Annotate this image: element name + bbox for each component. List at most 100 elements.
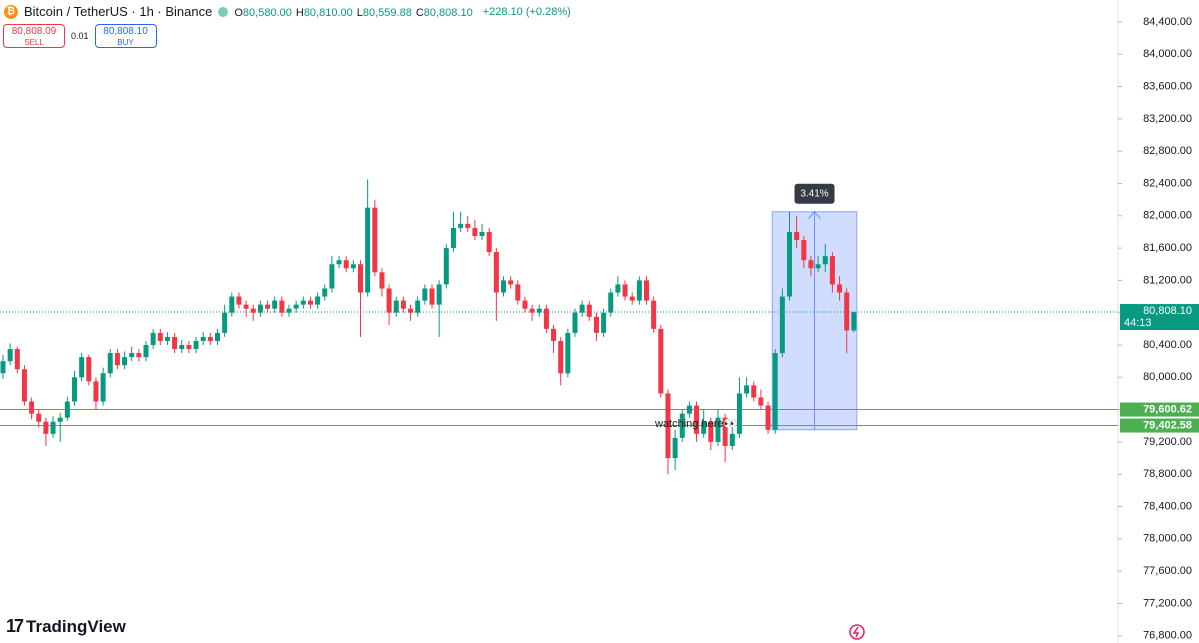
candle-body (651, 300, 657, 329)
candle-body (150, 332, 156, 346)
candle-body (200, 336, 206, 341)
candle-body (107, 353, 113, 374)
icon-bolt (852, 626, 860, 638)
level-label: 79,402.58 (1143, 419, 1192, 431)
candle-body (686, 405, 692, 414)
candle-body (694, 405, 700, 434)
candle-body (572, 312, 578, 333)
candle-body (579, 304, 585, 313)
candle-body (758, 397, 764, 406)
symbol: Bitcoin / TetherUS · 1h · Binance (24, 4, 213, 19)
candle-body (14, 349, 20, 370)
candle-body (450, 227, 456, 249)
level-label: 79,600.62 (1143, 403, 1192, 415)
candle-body (172, 336, 178, 350)
candle-body (350, 264, 356, 269)
candle-body (372, 207, 378, 273)
candle-body (386, 288, 392, 313)
ohlc-value: 80,808.10 (423, 7, 473, 19)
candle-body (257, 304, 263, 313)
candle-body (57, 417, 63, 422)
logo[interactable]: 17 TradingView (6, 616, 126, 637)
candle-body (644, 280, 649, 301)
candle-body (465, 223, 471, 228)
annotation: watching here👀 (654, 418, 737, 430)
sell-button[interactable]: 80,808.09 SELL (3, 24, 65, 48)
y-tick-label: 78,800.00 (1143, 468, 1192, 480)
candle-body (593, 316, 599, 333)
candle-body (551, 328, 557, 341)
candle-body (543, 308, 549, 329)
candle-body (100, 373, 106, 402)
candle-body (229, 296, 235, 313)
candle-body (186, 345, 192, 350)
candle-body (79, 357, 85, 378)
y-tick-label: 82,000.00 (1143, 210, 1192, 222)
y-tick-label: 77,600.00 (1143, 565, 1192, 577)
candle-body (429, 288, 435, 305)
countdown: 44:13 (1124, 317, 1152, 329)
candle-body (50, 421, 56, 434)
candle-body (272, 300, 278, 309)
candle-body (601, 312, 607, 333)
last-price-box (1120, 304, 1199, 331)
candle-body (508, 280, 514, 285)
quantity[interactable]: 0.01 (71, 31, 89, 41)
level-label-box (1120, 418, 1199, 433)
buy-button[interactable]: 80,808.10 BUY (94, 24, 157, 48)
sell-label: SELL (24, 38, 44, 47)
y-tick-label: 79,200.00 (1143, 436, 1192, 448)
candle-body (21, 369, 27, 402)
candle-body (722, 417, 728, 446)
candle-body (837, 284, 843, 293)
candle-body (729, 433, 735, 446)
candle-body (501, 280, 506, 293)
candle-body (565, 332, 571, 374)
trade-panel: 80,808.09 SELL 0.01 80,808.10 BUY (3, 24, 157, 48)
candle-body (815, 264, 821, 269)
candle-body (808, 260, 814, 269)
candle-body (265, 304, 271, 309)
candle-body (622, 284, 628, 297)
ohlc: O80,580.00 H80,810.00 L80,559.88 C80,808.10 (234, 4, 476, 19)
candle-body (486, 231, 492, 253)
candle-body (207, 336, 213, 341)
buy-label: BUY (117, 38, 134, 47)
brand: TradingView (26, 616, 126, 636)
y-tick-label: 78,400.00 (1143, 500, 1192, 512)
ohlc-key: H (295, 7, 304, 19)
candle-body (636, 280, 642, 301)
candle-body (86, 357, 92, 382)
candle-body (379, 272, 385, 289)
candle-body (93, 381, 99, 402)
candle-body (679, 413, 685, 438)
measure-label: 3.41% (800, 188, 828, 199)
candle-body (315, 296, 321, 305)
candle-body (701, 421, 707, 434)
y-tick-label: 82,400.00 (1143, 177, 1192, 189)
candle-body (608, 292, 614, 313)
candle-body (307, 300, 313, 305)
candle-body (736, 393, 742, 434)
candle-body (715, 417, 721, 442)
candle-body (300, 300, 306, 305)
candle-body (458, 223, 464, 228)
y-tick-label: 81,600.00 (1143, 242, 1192, 254)
candle-body (772, 353, 778, 430)
candle-body (250, 308, 256, 313)
candle-body (515, 284, 521, 301)
y-tick-label: 80,400.00 (1143, 339, 1192, 351)
ohlc-key: L (356, 7, 363, 19)
y-tick-label: 76,800.00 (1143, 630, 1192, 642)
candle-body (844, 292, 850, 331)
measure-arrowhead (808, 210, 821, 220)
candle-body (336, 260, 342, 265)
y-tick-label: 77,200.00 (1143, 597, 1192, 609)
candle-body (0, 361, 6, 374)
candle-body (522, 300, 528, 309)
candle-body (193, 340, 199, 350)
candle-body (787, 231, 792, 297)
candle-body (122, 357, 128, 366)
